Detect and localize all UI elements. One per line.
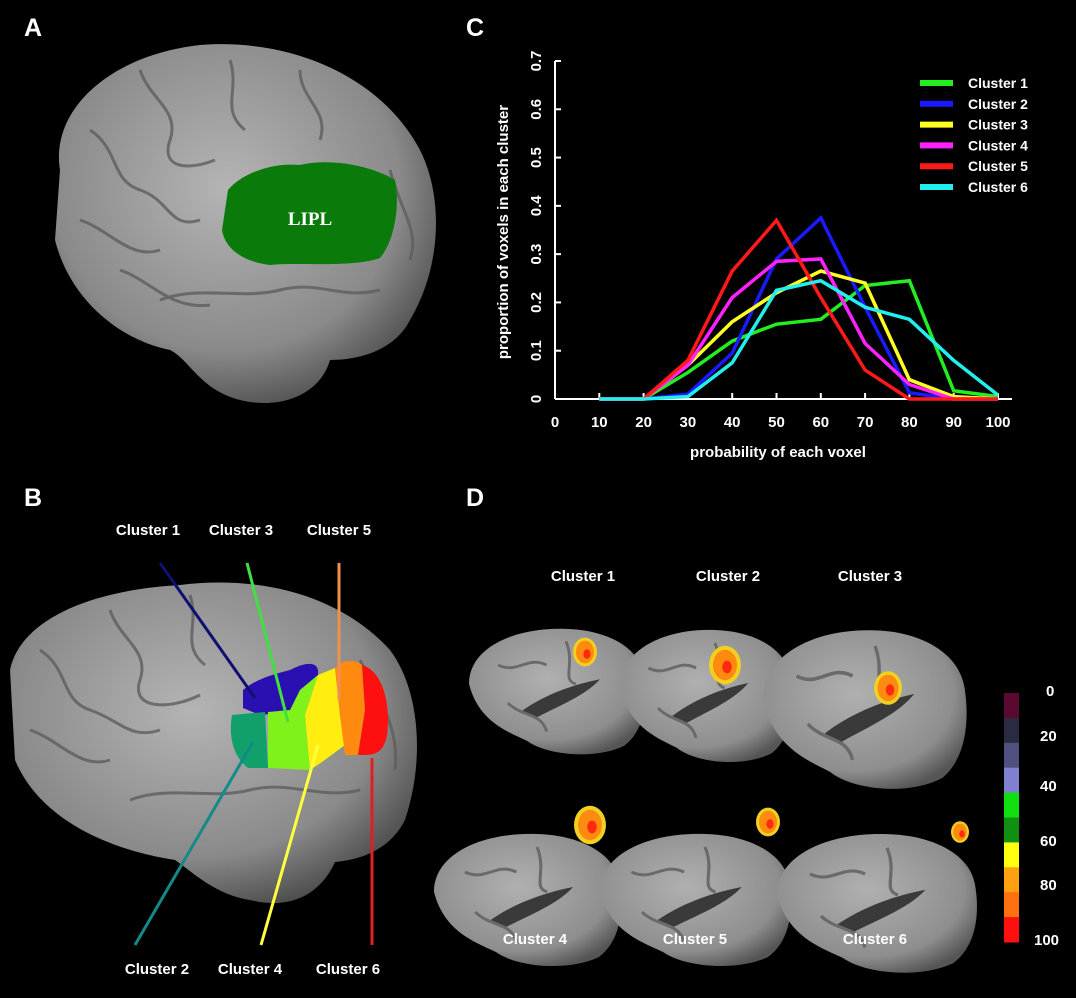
cluster-3-pointer	[245, 562, 290, 723]
brain-surface	[467, 627, 647, 756]
legend-label: Cluster 3	[968, 117, 1028, 133]
colorbar-segment	[1004, 842, 1019, 868]
d-label-cluster-6: Cluster 6	[842, 931, 908, 948]
colorbar	[1004, 693, 1019, 943]
colorbar-segment	[1004, 742, 1019, 769]
colorbar-segment	[1004, 693, 1019, 719]
cluster-4-region	[305, 668, 345, 770]
cluster-2-region	[230, 712, 268, 768]
inflated-brain-cluster-2	[618, 628, 795, 764]
x-axis-title: probability of each voxel	[690, 444, 866, 461]
colorbar-tick-label: 0	[1046, 683, 1055, 700]
legend-label: Cluster 5	[968, 158, 1028, 174]
legend-label: Cluster 6	[968, 179, 1028, 195]
d-label-cluster-4: Cluster 4	[502, 931, 568, 948]
brain-surface	[761, 628, 969, 791]
b-label-cluster-2: Cluster 2	[124, 961, 190, 978]
legend-label: Cluster 4	[968, 137, 1028, 153]
colorbar-tick-label: 80	[1040, 877, 1057, 894]
cluster-4-pointer	[259, 744, 320, 946]
cluster-6-region	[358, 665, 388, 755]
colorbar-tick-label: 100	[1034, 932, 1060, 949]
activation-blob-core	[885, 684, 895, 696]
x-tick-label: 0	[551, 414, 559, 431]
inflated-brain-cluster-1	[467, 627, 647, 756]
activation-blob-core	[722, 660, 732, 674]
panel-label-b: B	[24, 484, 43, 512]
inflated-brain-cluster-3	[761, 628, 969, 791]
b-label-cluster-1: Cluster 1	[115, 522, 181, 539]
cluster-2-pointer	[133, 741, 255, 946]
y-tick-label: 0.5	[528, 147, 545, 168]
x-tick-label: 40	[724, 414, 741, 431]
series-line-cluster-5	[599, 217, 998, 401]
activation-blob-core	[959, 830, 965, 838]
legend-label: Cluster 1	[968, 75, 1028, 91]
x-tick-label: 70	[857, 414, 874, 431]
colorbar-tick-label: 60	[1040, 833, 1057, 850]
colorbar-segment	[1004, 767, 1019, 794]
inflated-brain-cluster-6	[775, 821, 979, 975]
series-line-cluster-1	[599, 278, 999, 401]
colorbar-segment	[1004, 817, 1019, 843]
b-label-cluster-4: Cluster 4	[217, 961, 283, 978]
colorbar-tick-label: 40	[1040, 778, 1057, 795]
inflated-brain-cluster-5	[598, 807, 793, 968]
cluster-5-region	[335, 660, 365, 755]
inflated-brain-cluster-4	[432, 805, 623, 968]
activation-blob-core	[766, 819, 774, 829]
b-label-cluster-5: Cluster 5	[306, 522, 372, 539]
colorbar-segment	[1004, 917, 1019, 943]
d-label-cluster-5: Cluster 5	[662, 931, 728, 948]
y-tick-label: 0.6	[528, 99, 545, 120]
lipl-label: LIPL	[288, 209, 332, 230]
x-tick-label: 90	[945, 414, 962, 431]
y-tick-label: 0.1	[528, 340, 545, 361]
cluster-3-region	[268, 675, 318, 770]
panel-label-a: A	[24, 14, 43, 42]
y-tick-label: 0.7	[528, 51, 545, 72]
colorbar-segment	[1004, 892, 1019, 918]
panel-a-brain: LIPL	[55, 44, 437, 404]
legend-label: Cluster 2	[968, 96, 1028, 112]
line-chart: 0 10 20 30 40 50 60 70 80 90 100 0 0.1 0.2 0.3 0.4 0.5 0.…	[495, 51, 1028, 461]
chart-series	[599, 215, 1000, 401]
d-label-cluster-2: Cluster 2	[695, 568, 761, 585]
series-line-cluster-6	[599, 278, 1000, 401]
cluster-1-pointer	[158, 562, 257, 699]
colorbar-segment	[1004, 717, 1019, 744]
x-tick-label: 60	[812, 414, 829, 431]
x-tick-label: 80	[901, 414, 918, 431]
d-label-cluster-1: Cluster 1	[550, 568, 616, 585]
b-label-cluster-3: Cluster 3	[208, 522, 274, 539]
activation-blob-core	[583, 649, 591, 659]
y-tick-label: 0.4	[528, 195, 545, 217]
panel-b-brain	[10, 562, 417, 946]
lipl-region	[222, 162, 397, 265]
colorbar-tick-label: 20	[1040, 728, 1057, 745]
y-tick-label: 0.2	[528, 292, 545, 313]
y-tick-label: 0	[528, 395, 545, 403]
x-tick-label: 100	[985, 414, 1010, 431]
x-tick-label: 50	[768, 414, 785, 431]
panel-label-d: D	[466, 484, 485, 512]
colorbar-segment	[1004, 867, 1019, 893]
x-tick-label: 10	[591, 414, 608, 431]
activation-blob-core	[587, 820, 597, 834]
x-tick-label: 20	[635, 414, 652, 431]
y-axis-title: proportion of voxels in each cluster	[495, 105, 512, 359]
b-label-cluster-6: Cluster 6	[315, 961, 381, 978]
brain-surface	[775, 832, 979, 975]
chart-legend: Cluster 1 Cluster 2 Cluster 3 Cluster 4 Clus…	[920, 75, 1028, 195]
panel-label-c: C	[466, 14, 485, 42]
d-label-cluster-3: Cluster 3	[837, 568, 903, 585]
y-tick-label: 0.3	[528, 244, 545, 265]
x-tick-label: 30	[680, 414, 697, 431]
inflated-brains	[432, 627, 979, 975]
colorbar-segment	[1004, 792, 1019, 818]
brain-surface	[10, 582, 417, 904]
